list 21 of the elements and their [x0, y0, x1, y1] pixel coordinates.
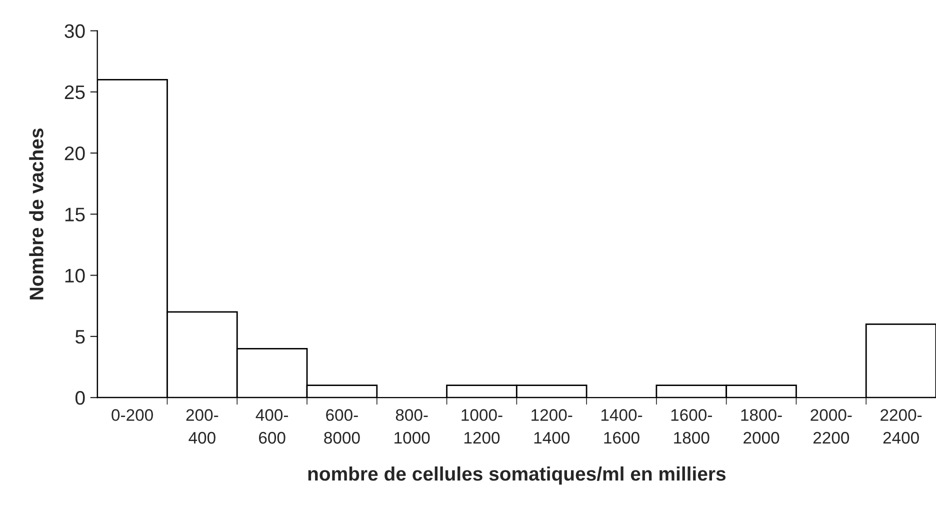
y-axis-title: Nombre de vaches: [29, 128, 44, 300]
x-tick-label: 1000- 1200: [462, 409, 502, 444]
x-tick-label: 2000- 2200: [810, 409, 852, 444]
y-tick-label: 5: [76, 330, 85, 344]
x-tick-label: 600- 8000: [324, 409, 360, 444]
x-tick-label: 2200- 2400: [880, 409, 922, 444]
x-tick-label: 0-200: [112, 409, 153, 421]
x-tick-label: 1200- 1400: [532, 409, 572, 444]
y-tick-label: 10: [65, 268, 85, 283]
x-tick-label: 800- 1000: [394, 409, 430, 444]
y-tick-label: 25: [64, 85, 85, 100]
x-tick-label: 200- 400: [186, 409, 218, 444]
y-tick-label: 30: [64, 24, 85, 38]
x-tick-label: 400- 600: [256, 409, 288, 444]
x-tick-label: 1800- 2000: [741, 409, 782, 444]
y-tick-label: 0: [75, 391, 85, 405]
x-tick-label: 1400- 1600: [601, 409, 642, 444]
x-tick-label: 1600- 1800: [671, 409, 712, 444]
x-axis-title: nombre de cellules somatiques/ml en milliers: [308, 466, 726, 485]
y-tick-label: 15: [65, 208, 85, 222]
y-tick-label: 20: [64, 146, 85, 160]
